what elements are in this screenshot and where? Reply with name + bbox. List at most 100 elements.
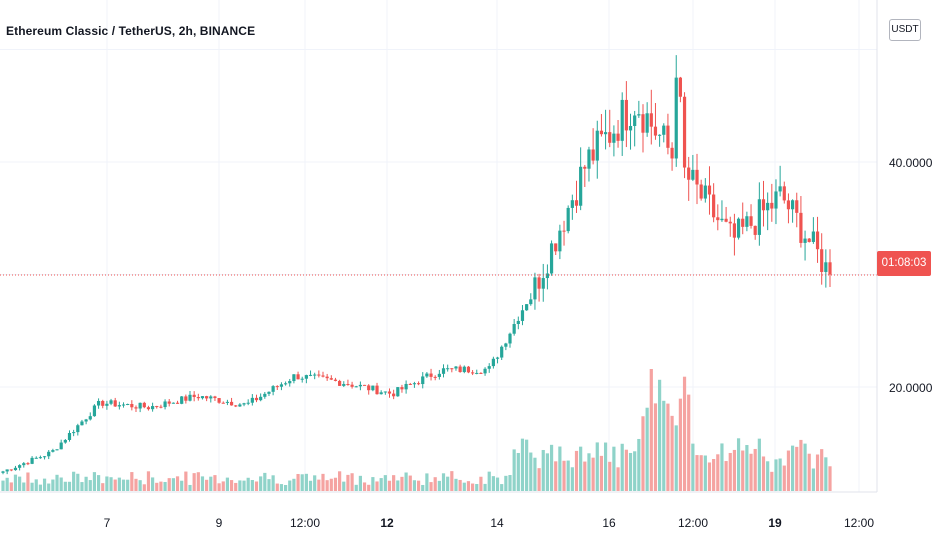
volume-bar: [171, 478, 175, 491]
volume-bar: [695, 455, 699, 491]
candle-body: [525, 304, 529, 311]
candle-body: [383, 391, 387, 393]
volume-bar: [18, 476, 22, 491]
candle-body: [5, 469, 9, 472]
candle-body: [695, 169, 699, 185]
candle-body: [300, 378, 304, 380]
candle-body: [782, 186, 786, 201]
volume-bar: [371, 477, 375, 491]
volume-bar: [213, 475, 217, 491]
volume-bar: [304, 473, 308, 491]
candle-body: [80, 421, 84, 426]
volume-bar: [824, 457, 828, 491]
volume-bar: [200, 476, 205, 491]
candle-body: [466, 366, 471, 373]
volume-bar: [549, 444, 554, 491]
currency-button[interactable]: USDT: [889, 19, 921, 41]
candle-body: [790, 200, 795, 210]
volume-bar: [192, 473, 196, 491]
candle-body: [824, 262, 828, 272]
candle-body: [18, 465, 22, 468]
candle-body: [121, 404, 126, 406]
candle-body: [38, 457, 43, 459]
candle-body: [712, 194, 716, 218]
candle-body: [570, 200, 574, 208]
volume-bar: [167, 478, 171, 491]
volume-bar: [88, 480, 92, 491]
candle-body: [487, 366, 491, 369]
candle-body: [72, 432, 76, 434]
candle-body: [88, 416, 92, 420]
candle-body: [325, 376, 329, 379]
volume-bar: [699, 455, 703, 491]
candle-body: [795, 200, 799, 213]
volume-bar: [620, 443, 624, 491]
candle-body: [699, 184, 703, 199]
candle-body: [741, 218, 745, 227]
candle-body: [529, 299, 533, 305]
candle-body: [587, 149, 591, 169]
candle-body: [483, 368, 487, 374]
candle-body: [1, 471, 5, 473]
volume-bar: [666, 403, 670, 491]
volume-bar: [63, 481, 67, 491]
volume-bar: [292, 478, 296, 491]
candle-body: [304, 375, 308, 379]
volume-bar: [603, 442, 608, 491]
candle-body: [828, 262, 832, 275]
candle-body: [51, 450, 55, 452]
candle-body: [512, 324, 516, 334]
volume-bar: [126, 479, 130, 491]
candle-body: [26, 463, 30, 465]
volume-bar: [678, 398, 682, 491]
volume-bar: [732, 449, 737, 491]
candle-body: [674, 77, 678, 159]
candle-body: [47, 451, 51, 457]
candle-body: [167, 401, 171, 404]
volume-bar: [142, 484, 146, 491]
volume-bar: [516, 452, 520, 491]
volume-bar: [59, 477, 63, 491]
candle-body: [288, 381, 292, 384]
grid-lines: [0, 0, 877, 492]
volume-bar: [313, 475, 317, 491]
candle-body: [433, 376, 437, 378]
volume-bar: [383, 475, 387, 491]
candle-body: [421, 376, 425, 385]
volume-bar: [795, 446, 799, 491]
candle-body: [155, 406, 159, 408]
volume-bar: [820, 449, 824, 491]
volume-bar: [479, 476, 483, 491]
volume-bar: [275, 483, 279, 491]
time-tick-label: 12: [380, 516, 394, 530]
volume-bar: [26, 472, 30, 491]
volume-bar: [196, 472, 200, 491]
volume-bar: [753, 448, 757, 491]
candle-body: [84, 419, 88, 422]
volume-bar: [583, 461, 587, 491]
candle-body: [263, 393, 267, 397]
candle-body: [329, 378, 333, 380]
time-tick-label: 9: [216, 516, 223, 530]
candle-body: [217, 398, 221, 403]
volume-bar: [283, 484, 288, 491]
time-axis: 7 9 12:00 12 14 16 12:00 19 12:00: [104, 516, 875, 530]
volume-bar: [67, 481, 72, 491]
volume-bar: [512, 449, 516, 491]
candle-body: [267, 391, 271, 394]
candle-body: [242, 403, 246, 405]
volume-bar: [691, 443, 695, 491]
candle-body: [151, 406, 155, 410]
candle-body: [778, 186, 782, 192]
volume-bar: [637, 438, 641, 491]
candle-body: [533, 277, 537, 300]
volume-bar: [34, 479, 38, 491]
candle-body: [753, 225, 757, 235]
candle-body: [558, 230, 562, 252]
volume-bar: [495, 477, 500, 491]
candle-body: [338, 380, 342, 386]
volume-bar: [47, 483, 51, 491]
candle-body: [820, 249, 824, 272]
